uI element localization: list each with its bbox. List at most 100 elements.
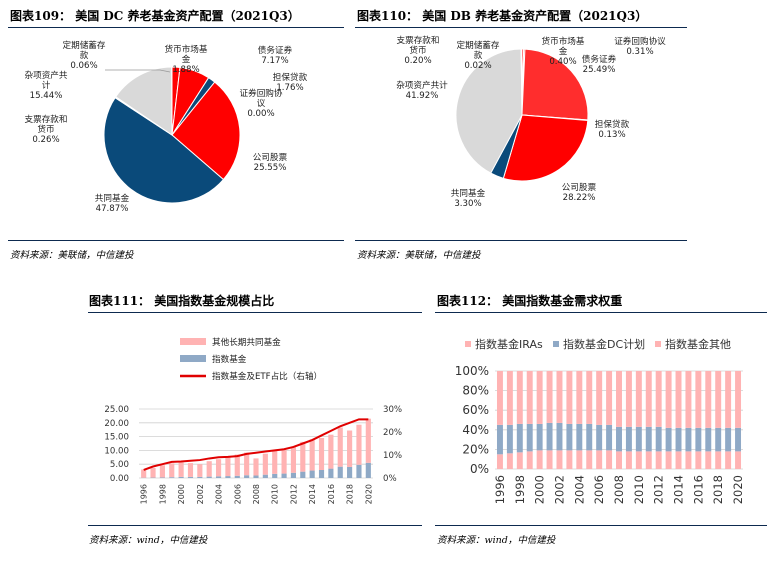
pie-label-name: 证券回购协	[240, 87, 283, 99]
bar-index-fund	[215, 476, 222, 478]
pie-label-name: 支票存款和	[25, 113, 68, 125]
y-tick: 20%	[462, 442, 489, 456]
y-tick-right: 30%	[383, 405, 402, 415]
bar-index-fund	[356, 464, 362, 478]
pie-label-name: 计	[42, 79, 51, 91]
bar-指数基金其他	[556, 371, 563, 423]
bar-指数基金DC计划	[735, 427, 742, 452]
figure-109-source: 资料来源：美联储，中信建投	[10, 250, 134, 261]
x-tick: 2014	[672, 475, 686, 504]
bar-指数基金其他	[655, 371, 662, 427]
pie-label-name: 支票存款和	[397, 34, 440, 46]
pie-label-value: 0.00%	[247, 109, 274, 119]
bar-指数基金其他	[645, 371, 652, 427]
bar-index-fund	[337, 466, 343, 478]
bar-指数基金IRAs	[695, 451, 702, 469]
bar-other-fund	[300, 441, 306, 472]
legend-label: 指数基金DC计划	[563, 337, 645, 351]
figure-111-source: 资料来源：wind，中信建投	[89, 535, 208, 546]
bar-指数基金DC计划	[685, 427, 692, 452]
x-tick: 2010	[632, 475, 646, 504]
bar-指数基金IRAs	[715, 451, 722, 469]
y-tick: 40%	[462, 423, 489, 437]
bar-指数基金其他	[685, 371, 692, 428]
bar-指数基金DC计划	[566, 423, 573, 451]
bar-指数基金IRAs	[596, 450, 603, 469]
y-tick-left: 5.00	[110, 460, 129, 470]
pie-label-name: 债务证券	[582, 53, 617, 65]
legend-swatch	[553, 341, 559, 347]
bar-other-fund	[141, 469, 147, 478]
bar-指数基金DC计划	[606, 424, 613, 451]
x-tick: 2018	[346, 484, 355, 504]
pie-label-name: 金	[182, 53, 191, 65]
x-tick: 2004	[572, 475, 586, 504]
bar-指数基金其他	[506, 371, 513, 425]
legend-label: 指数基金其他	[665, 337, 731, 351]
bar-other-fund	[206, 461, 212, 477]
bar-指数基金DC计划	[516, 423, 523, 453]
legend-swatch	[180, 338, 206, 345]
figure-109-title: 图表109： 美国 DC 养老基金资产配置（2021Q3）	[10, 9, 300, 23]
pie-label-name: 金	[559, 45, 568, 57]
bar-other-fund	[244, 452, 250, 476]
pie-label-value: 1.88%	[172, 65, 199, 75]
bar-指数基金其他	[546, 371, 553, 423]
legend-label: 指数基金IRAs	[475, 337, 543, 351]
line-index-etf-share	[143, 418, 369, 471]
bar-指数基金IRAs	[665, 451, 672, 469]
bar-指数基金其他	[675, 371, 682, 428]
bar-指数基金IRAs	[606, 450, 613, 469]
bar-指数基金其他	[725, 371, 732, 428]
bar-index-fund	[365, 462, 371, 478]
index-fund-demand-chart: 0% 20% 40% 60% 80% 100% 1996 1998 2000 2002 2004 20…	[455, 337, 745, 504]
bar-指数基金DC计划	[586, 423, 593, 451]
pie-label-value: 3.30%	[454, 199, 481, 209]
x-tick: 2016	[327, 484, 336, 504]
y-tick-left: 20.00	[104, 419, 129, 429]
bar-other-fund	[150, 467, 156, 478]
bar-指数基金IRAs	[576, 450, 583, 469]
bar-指数基金DC计划	[675, 427, 682, 452]
x-tick: 2002	[552, 475, 566, 504]
bar-other-fund	[187, 463, 194, 477]
x-tick: 2006	[592, 475, 606, 504]
bar-指数基金DC计划	[596, 424, 603, 451]
pie-label-value: 7.17%	[261, 56, 288, 66]
bar-指数基金DC计划	[725, 427, 732, 452]
y-tick-right: 10%	[383, 451, 402, 461]
pie-label-value: 0.20%	[404, 56, 431, 66]
bar-index-fund	[318, 469, 325, 478]
pie-label-value: 0.26%	[32, 135, 59, 145]
bar-指数基金其他	[566, 371, 573, 424]
pie-label-name: 议	[257, 98, 266, 109]
x-tick: 2008	[252, 484, 261, 504]
legend-swatch	[180, 355, 206, 362]
pie-label-value: 25.49%	[583, 65, 616, 75]
x-tick: 2020	[731, 475, 745, 504]
bar-other-fund	[234, 454, 240, 476]
pie-slice-杂项资产共计	[115, 66, 173, 136]
pie-label-value: 0.13%	[598, 130, 625, 140]
bar-指数基金IRAs	[645, 451, 652, 469]
bar-other-fund	[159, 465, 165, 478]
bar-指数基金IRAs	[506, 453, 513, 469]
divider-111-bottom	[88, 525, 422, 526]
pie-label-value: 0.40%	[549, 57, 576, 67]
bar-指数基金DC计划	[536, 423, 543, 451]
x-tick: 2008	[612, 475, 626, 504]
bar-指数基金IRAs	[616, 451, 622, 469]
pie-slice-共同基金	[103, 97, 225, 204]
x-tick: 1996	[140, 484, 149, 504]
bar-index-fund	[281, 473, 287, 478]
index-fund-scale-chart: 0.00 5.00 10.00 15.00 20.00 25.00 0% 10% 20% 30% 1…	[104, 336, 402, 504]
bar-index-fund	[197, 476, 203, 478]
bar-指数基金DC计划	[635, 426, 642, 452]
pie-label-name: 款	[80, 49, 89, 61]
bar-指数基金DC计划	[625, 426, 632, 452]
y-tick-left: 0.00	[110, 474, 129, 484]
bar-other-fund	[328, 434, 334, 469]
bar-index-fund	[225, 476, 231, 478]
bar-other-fund	[253, 458, 259, 476]
